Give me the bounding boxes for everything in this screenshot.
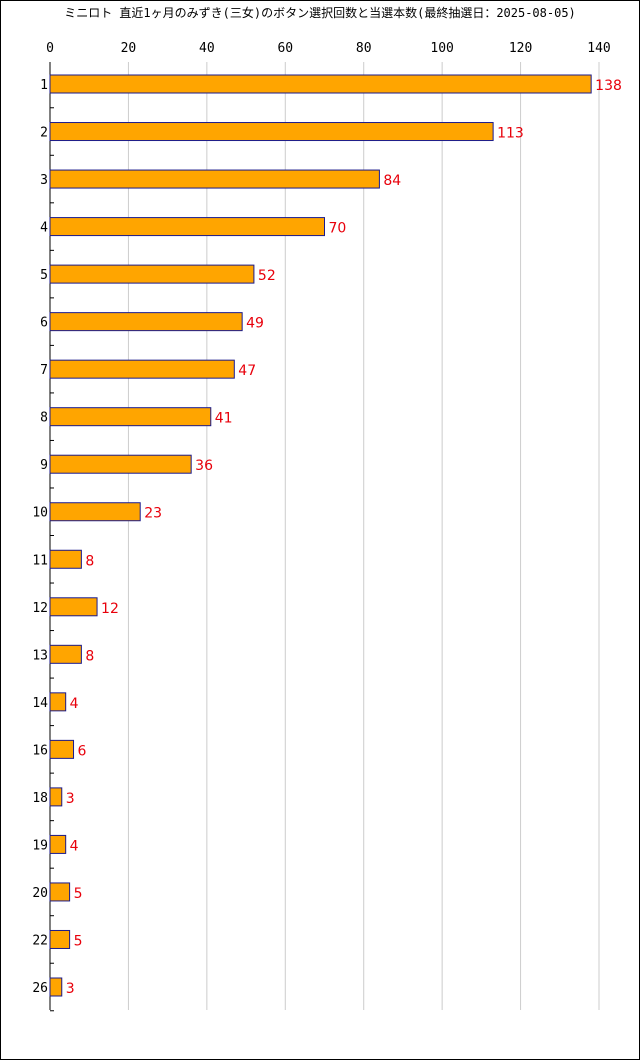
data-label: 113: [497, 126, 524, 142]
x-tick-label: 100: [430, 41, 453, 56]
data-label: 41: [215, 411, 233, 427]
y-tick-label: 12: [32, 601, 48, 616]
bar: [49, 977, 63, 997]
y-tick-label: 5: [40, 268, 48, 283]
data-label: 8: [85, 553, 94, 569]
y-tick-label: 26: [32, 981, 48, 996]
x-tick-label: 120: [509, 41, 532, 56]
data-label: 49: [246, 316, 264, 332]
y-tick-label: 22: [32, 933, 48, 948]
data-label: 5: [74, 933, 83, 949]
y-tick-label: 11: [32, 553, 48, 568]
bar: [49, 739, 75, 759]
bar: [49, 217, 325, 237]
bar: [49, 692, 67, 712]
bar: [49, 264, 255, 284]
data-label: 3: [66, 791, 75, 807]
y-tick-label: 6: [40, 316, 48, 331]
bar: [49, 502, 141, 522]
data-label: 6: [78, 743, 87, 759]
x-tick-label: 60: [277, 41, 293, 56]
chart-title: ミニロト 直近1ヶ月のみずき(三女)のボタン選択回数と当選本数(最終抽選日：20…: [64, 6, 576, 20]
y-tick-label: 1: [40, 78, 48, 93]
x-tick-label: 20: [121, 41, 137, 56]
x-tick-label: 40: [199, 41, 215, 56]
data-label: 5: [74, 886, 83, 902]
data-label: 52: [258, 268, 276, 284]
data-label: 4: [70, 696, 79, 712]
y-tick-label: 20: [32, 886, 48, 901]
data-label: 3: [66, 981, 75, 997]
y-tick-label: 19: [32, 838, 48, 853]
bar: [49, 359, 235, 379]
data-label: 70: [329, 221, 347, 237]
bar: [49, 407, 212, 427]
bar: [49, 454, 192, 474]
bar: [49, 644, 82, 664]
data-label: 23: [144, 506, 162, 522]
data-label: 8: [85, 648, 94, 664]
data-label: 84: [383, 173, 401, 189]
bar: [49, 929, 71, 949]
y-tick-label: 13: [32, 648, 48, 663]
bar: [49, 597, 98, 617]
y-tick-label: 18: [32, 791, 48, 806]
y-tick-label: 9: [40, 458, 48, 473]
data-label: 47: [238, 363, 256, 379]
x-tick-label: 140: [587, 41, 610, 56]
bar: [49, 312, 243, 332]
bar: [49, 74, 592, 94]
x-tick-label: 80: [356, 41, 372, 56]
x-tick-label: 0: [46, 41, 54, 56]
y-tick-label: 3: [40, 173, 48, 188]
y-tick-label: 7: [40, 363, 48, 378]
bar: [49, 787, 63, 807]
data-label: 36: [195, 458, 213, 474]
y-tick-label: 4: [40, 221, 48, 236]
bar: [49, 549, 82, 569]
y-tick-label: 16: [32, 743, 48, 758]
data-label: 4: [70, 838, 79, 854]
y-tick-label: 8: [40, 411, 48, 426]
bar: [49, 169, 380, 189]
y-tick-label: 14: [32, 696, 48, 711]
bar: [49, 834, 67, 854]
data-label: 138: [595, 78, 622, 94]
y-tick-label: 10: [32, 506, 48, 521]
y-tick-label: 2: [40, 126, 48, 141]
bar: [49, 122, 494, 142]
bar: [49, 882, 71, 902]
data-label: 12: [101, 601, 119, 617]
